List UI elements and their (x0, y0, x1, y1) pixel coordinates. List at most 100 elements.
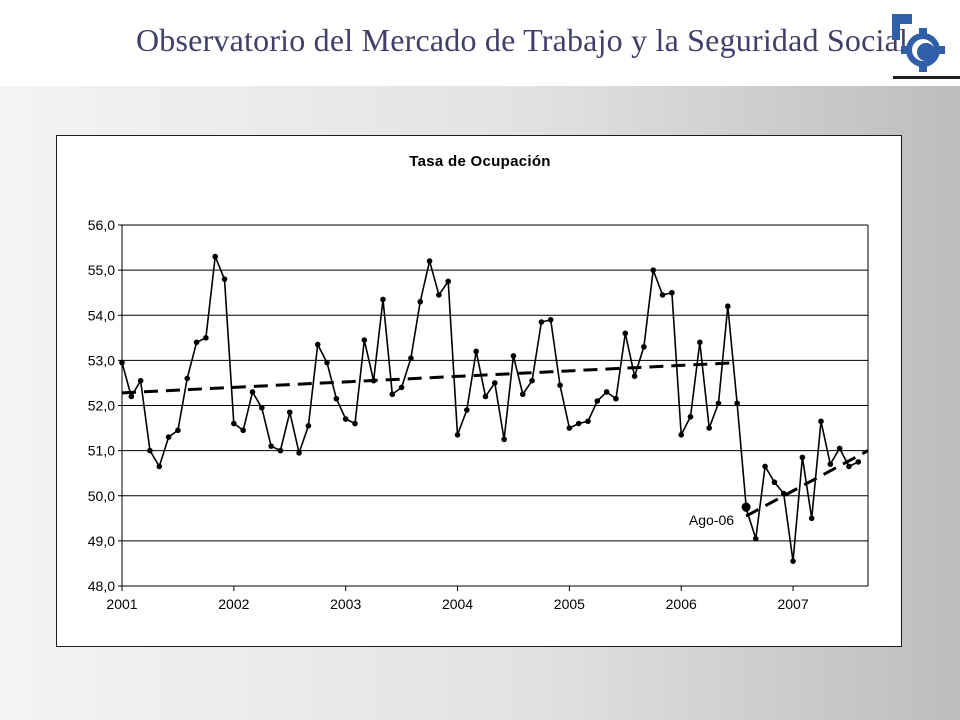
data-point (603, 389, 610, 395)
data-point (426, 258, 433, 264)
data-point (445, 278, 451, 285)
y-tick-label: 48,0 (88, 578, 115, 594)
data-point (575, 420, 582, 427)
data-point (314, 341, 321, 348)
data-point (305, 423, 312, 429)
data-point (240, 427, 246, 434)
y-tick-label: 51,0 (88, 443, 115, 459)
x-tick-label: 2007 (777, 596, 808, 612)
data-point (333, 395, 340, 402)
trend-line (745, 449, 869, 518)
data-point (286, 409, 293, 416)
x-tick-label: 2001 (106, 596, 137, 612)
data-point (622, 330, 629, 337)
data-point (659, 292, 666, 298)
data-point (641, 344, 647, 350)
data-point (203, 335, 209, 341)
data-point (687, 413, 694, 420)
data-point (268, 443, 274, 449)
data-point (342, 416, 349, 422)
data-point (697, 339, 703, 346)
data-point (193, 339, 200, 346)
data-point (547, 316, 554, 323)
data-point (836, 445, 843, 452)
data-point (557, 382, 563, 388)
data-point (119, 359, 125, 366)
x-tick-label: 2002 (218, 596, 249, 612)
data-point (296, 450, 302, 456)
x-tick-label: 2006 (666, 596, 697, 612)
data-point (361, 337, 368, 343)
data-point (389, 391, 396, 398)
line-chart: 48,0 49,0 50,0 51,0 52,0 53,0 54,0 55,0 56,0 2001… (88, 217, 869, 612)
data-point (724, 303, 731, 310)
data-point (464, 407, 470, 413)
data-point (482, 393, 489, 400)
data-point (231, 420, 237, 427)
data-point (762, 463, 768, 470)
data-point (846, 463, 852, 470)
data-point (417, 298, 424, 305)
data-point (631, 373, 638, 379)
data-point (184, 375, 191, 382)
data-point (408, 355, 414, 361)
data-point (380, 296, 386, 303)
header-bar: Observatorio del Mercado de Trabajo y la… (0, 0, 960, 86)
y-tick-label: 53,0 (88, 352, 115, 368)
data-point (258, 404, 265, 411)
data-point (715, 400, 722, 407)
data-point (473, 348, 479, 355)
data-point (538, 319, 545, 325)
data-point (678, 432, 684, 438)
data-point (808, 515, 815, 522)
data-point (827, 461, 834, 467)
data-point (855, 459, 862, 465)
data-point (249, 389, 256, 395)
data-point (650, 267, 657, 273)
data-point (221, 276, 228, 282)
data-point (491, 380, 498, 386)
y-tick-label: 50,0 (88, 488, 115, 504)
x-tick-label: 2003 (330, 596, 361, 612)
series-line (121, 256, 859, 562)
header-rule (893, 76, 960, 79)
annotation-marker (741, 502, 751, 512)
data-point (585, 418, 591, 425)
chart-frame: Tasa de Ocupación 48,0 49,0 50,0 51,0 52,0 53… (56, 135, 902, 647)
data-point (734, 400, 740, 407)
y-tick-label: 55,0 (88, 262, 115, 278)
data-point (566, 425, 573, 431)
data-point (436, 292, 442, 298)
data-point (529, 377, 535, 384)
header-title: Observatorio del Mercado de Trabajo y la… (136, 22, 909, 58)
x-tick-label: 2005 (554, 596, 585, 612)
y-tick-label: 56,0 (88, 217, 115, 233)
x-tick-label: 2004 (442, 596, 473, 612)
data-point (454, 432, 461, 438)
data-point (156, 463, 163, 470)
y-tick-label: 52,0 (88, 398, 115, 414)
data-point (519, 391, 526, 398)
data-point (175, 427, 181, 434)
data-point (799, 454, 806, 461)
data-point (818, 418, 824, 425)
chart-title: Tasa de Ocupación (409, 153, 551, 170)
data-point (128, 393, 135, 400)
data-point (706, 425, 712, 431)
data-point (613, 395, 619, 402)
data-point (398, 384, 405, 391)
data-point (669, 289, 675, 296)
data-point (501, 436, 507, 443)
data-point (752, 535, 759, 542)
gear-icon (892, 14, 945, 72)
trend-line (121, 361, 738, 395)
annotation-label: Ago-06 (689, 512, 734, 528)
data-point (147, 447, 153, 454)
data-point (771, 479, 778, 486)
data-point (137, 377, 144, 384)
data-point (790, 558, 796, 564)
data-point (165, 434, 172, 440)
data-point (510, 353, 517, 359)
data-point (277, 447, 284, 454)
data-point (324, 359, 330, 366)
